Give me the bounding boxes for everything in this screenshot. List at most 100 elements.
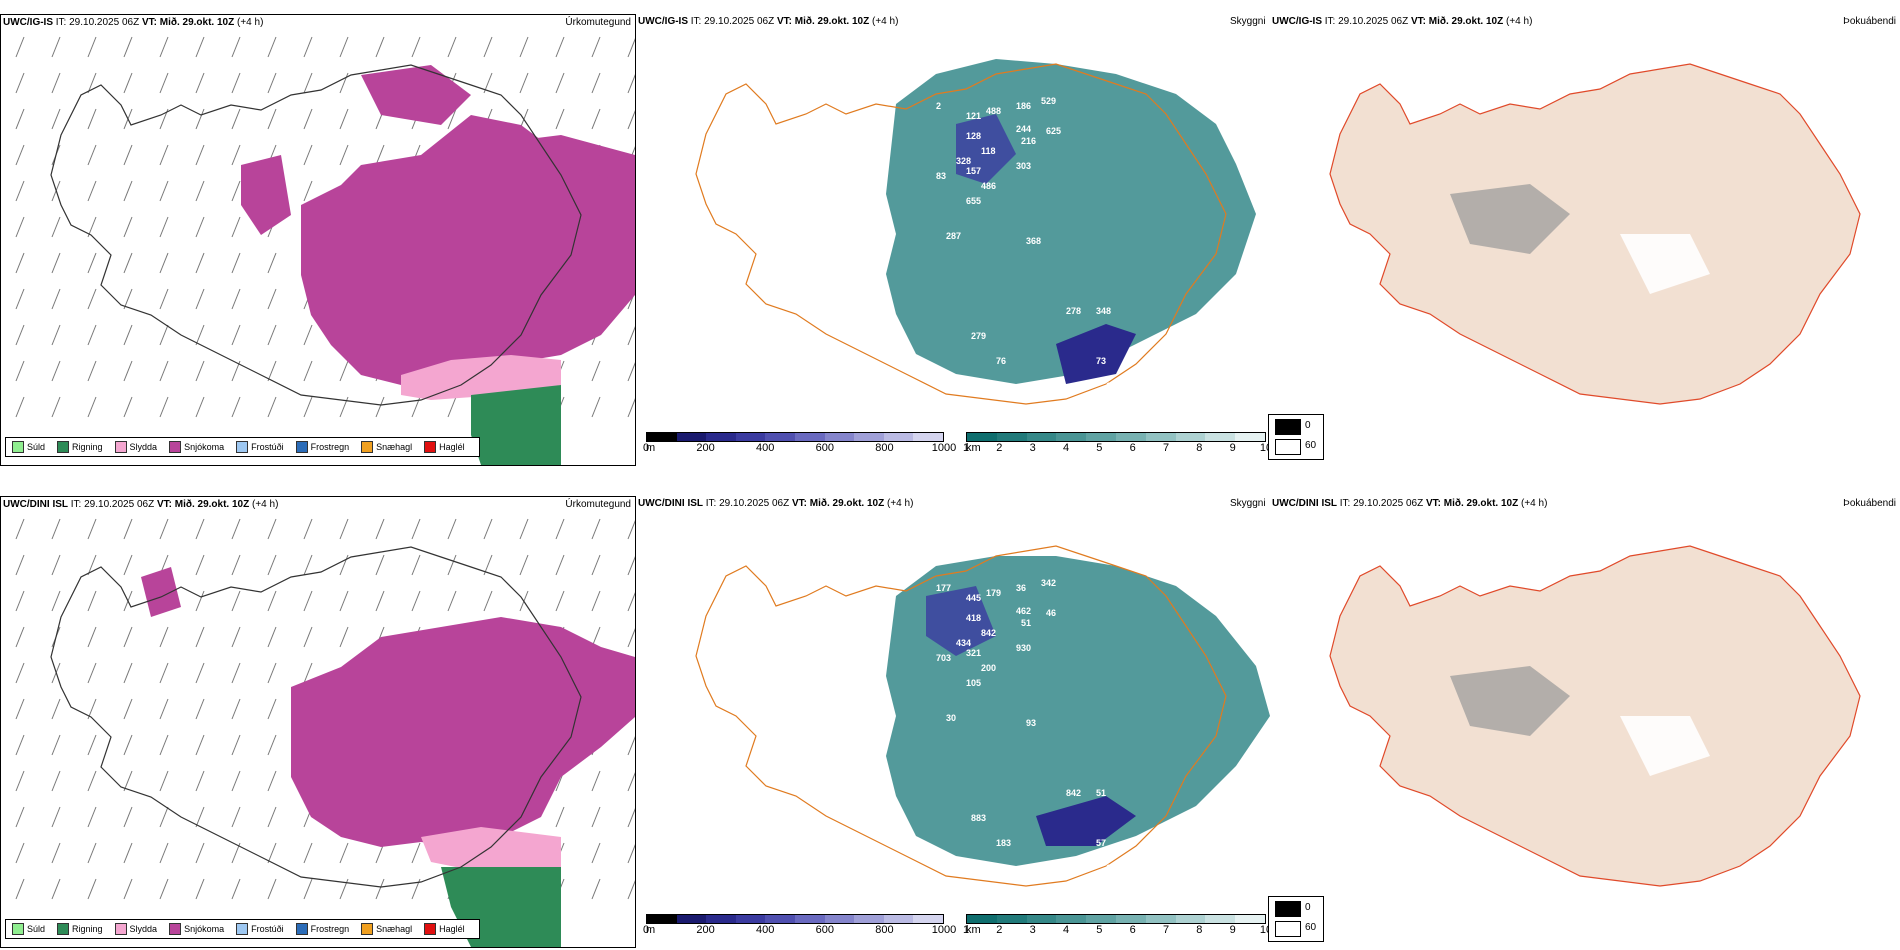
wind-barb [123,662,133,684]
fog-land [1329,545,1861,887]
colorbar-segment [1086,433,1116,441]
wind-barb [123,806,133,828]
wind-barb [303,590,313,612]
wind-barb [87,324,97,346]
wind-barb [159,324,169,346]
wind-barb [123,842,133,864]
colorbar-segment [1115,433,1146,441]
wind-barb [231,662,241,684]
wind-barb [231,590,241,612]
wind-barb [411,590,421,612]
iceland-outline [50,64,582,406]
wind-barb [231,770,241,792]
colorbar-tick: 3 [1029,442,1036,454]
panel-right-title: Skyggni [1230,16,1266,27]
low-ceiling-area-south [1036,796,1136,846]
wind-barb [15,180,25,202]
colorbar-segment [913,433,943,441]
wind-barb [15,734,25,756]
panel-title: UWC/IG-IS IT: 29.10.2025 06Z VT: Mið. 29… [1272,16,1533,27]
visibility-label: 76 [996,356,1006,366]
panel-right-title: Skyggni [1230,498,1266,509]
wind-barb [447,518,457,540]
panel-title: UWC/DINI ISL IT: 29.10.2025 06Z VT: Mið.… [3,499,279,510]
wind-barb [303,662,313,684]
wind-barb [303,108,313,130]
wind-barb [195,36,205,58]
precip-type-map-canvas [15,518,635,947]
wind-barb [267,842,277,864]
legend-item: Haglél [424,441,465,453]
ceiling-colorbar: m 0 200 400 600 800 1000 [642,914,956,937]
wind-barb [87,662,97,684]
wind-barb [231,72,241,94]
wind-barb [195,180,205,202]
fog-map-canvas [1329,545,1861,887]
colorbar-tick: 800 [875,924,894,936]
wind-barb [303,180,313,202]
wind-barb [231,108,241,130]
wind-barb [15,626,25,648]
wind-barb [87,108,97,130]
visibility-label: 150 [1106,381,1121,391]
wind-barb [195,590,205,612]
wind-barb [591,36,601,58]
wind-barb [267,590,277,612]
visibility-label: 104 [1106,863,1121,873]
wind-barb [123,216,133,238]
legend-label: Snæhagl [376,442,413,452]
wind-barb [339,842,349,864]
wind-barb [231,324,241,346]
precip-type-map-canvas [15,36,635,465]
colorbar-tick: 0 [642,924,650,936]
precip-legend: Súld Rigning Slydda Snjókoma Frostúði Frostre… [5,919,480,939]
wind-barb [231,252,241,274]
legend-label: Haglél [439,924,465,934]
wind-barb [159,734,169,756]
colorbar-tick: 1000 [931,442,957,454]
wind-barb [375,554,385,576]
sleet-area [421,827,561,872]
colorbar-tick: 10 [1259,442,1270,454]
legend-label: Slydda [129,442,158,452]
wind-barb [15,806,25,828]
wind-barb [591,396,601,418]
wind-barb [159,252,169,274]
colorbar-tick: 5 [1096,924,1103,936]
wind-barb [303,396,313,418]
wind-barb [267,288,277,310]
wind-barb [159,396,169,418]
legend-item: Rigning [57,923,103,935]
wind-barb [411,842,421,864]
legend-item: Slydda [114,923,157,935]
visibility-label: 51 [1096,788,1106,798]
wind-barb [447,108,457,130]
colorbar-tick: 1 [962,442,970,454]
visibility-label: 321 [966,648,981,658]
wind-barb [447,396,457,418]
wind-barb [123,878,133,900]
visibility-label: 128 [966,131,981,141]
visibility-label: 97 [961,376,971,386]
wind-barb [51,734,61,756]
colorbar-tick: 8 [1196,442,1203,454]
legend-label: Frostúði [251,442,284,452]
panel-right-title: Úrkomutegund [565,499,631,510]
visibility-label: 2 [936,101,941,111]
colorbar-segment [1056,915,1087,923]
colorbar-segment [1235,433,1265,441]
wind-barb [591,518,601,540]
colorbar-ticks: 1 2 3 4 5 6 7 8 9 10 [963,924,1270,937]
wind-barb [15,324,25,346]
wind-barb [159,180,169,202]
visibility-label: 177 [936,583,951,593]
wind-barb [15,252,25,274]
wind-barb [15,698,25,720]
wind-barb [339,518,349,540]
visibility-label: 703 [936,653,951,663]
iceland-outline [50,546,582,888]
visibility-label: 445 [966,593,981,603]
wind-barb [627,808,635,828]
wind-barb [267,734,277,756]
visibility-label: 348 [1096,306,1111,316]
